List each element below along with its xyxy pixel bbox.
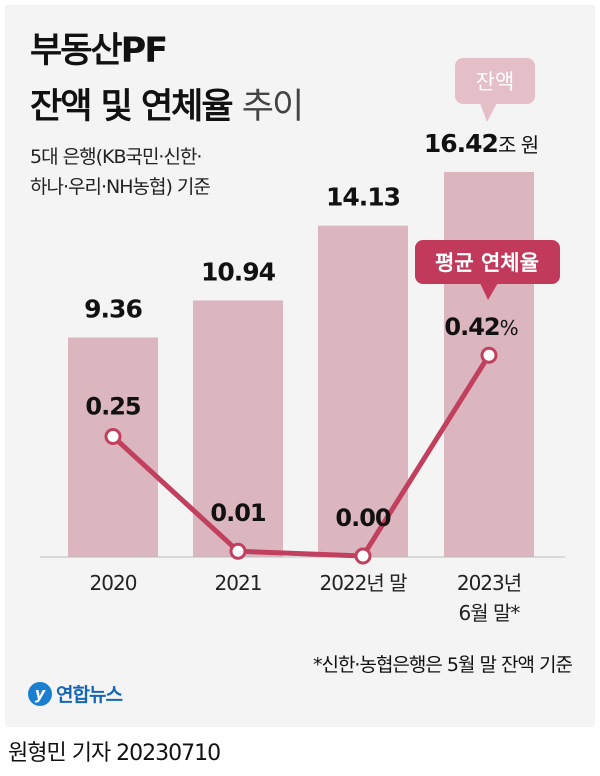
rate-point-0 — [104, 428, 122, 445]
rate-point-3 — [480, 346, 498, 364]
rate-bubble-tail — [480, 283, 498, 300]
rate-label-3: 0.42% — [444, 313, 517, 341]
bar-3 — [444, 171, 534, 558]
bar-label-1: 10.94 — [201, 257, 276, 286]
subtitle-line2: 하나·우리·NH농협) 기준 — [30, 176, 211, 198]
balance-legend-bubble — [455, 58, 535, 104]
rate-legend-bubble — [415, 240, 560, 284]
rate-label-0: 0.25 — [85, 393, 141, 421]
balance-legend-label: 잔액 — [476, 70, 515, 94]
logo-text: 연합뉴스 — [56, 684, 123, 706]
title-bold: 잔액 및 연체율 — [30, 87, 234, 127]
byline: 원형민 기자 20230710 — [8, 741, 221, 766]
title-line2: 잔액 및 연체율 추이 — [30, 78, 304, 129]
bar-label-0: 9.36 — [84, 295, 142, 324]
bar-2 — [318, 225, 408, 558]
rate-point-1 — [229, 542, 247, 560]
x-tick-label-0: 2020 — [90, 571, 137, 595]
x-tick-label-1: 2021 — [215, 571, 262, 595]
x-tick-label-3: 2023년 — [457, 571, 521, 595]
x-tick-label-2: 2022년 말 — [319, 571, 407, 595]
balance-bubble-tail — [480, 103, 497, 122]
rate-point-2 — [354, 547, 372, 565]
bar-0 — [68, 337, 158, 557]
title-light: 추이 — [241, 87, 304, 127]
bar-label-3: 16.42조 원 — [424, 129, 538, 158]
rate-unit-label: % — [500, 316, 518, 340]
yonhap-logo: y 연합뉴스 — [28, 680, 123, 707]
bar-1 — [193, 300, 283, 557]
title-line1: 부동산PF — [30, 31, 168, 71]
footnote: *신한·농협은행은 5월 말 잔액 기준 — [312, 654, 573, 676]
rate-line — [111, 353, 492, 559]
rate-label-1: 0.01 — [210, 499, 266, 527]
subtitle-line1: 5대 은행(KB국민·신한· — [30, 146, 202, 168]
bar-unit-label: 조 원 — [498, 133, 538, 157]
logo-icon: y — [28, 681, 52, 706]
x-tick-label-3: 6월 말* — [459, 601, 521, 625]
rate-label-2: 0.00 — [335, 504, 391, 532]
rate-legend-label: 평균 연체율 — [435, 251, 539, 275]
bar-label-2: 14.13 — [326, 183, 400, 212]
